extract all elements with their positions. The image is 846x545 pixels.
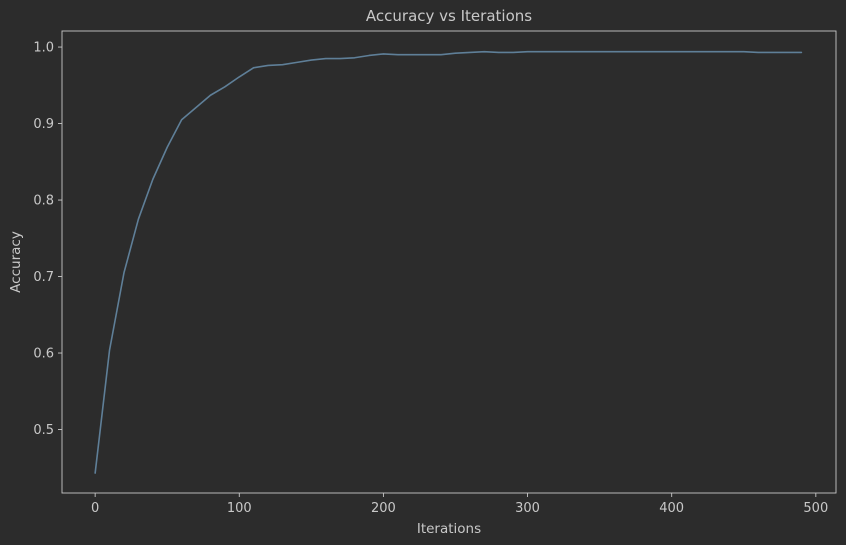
y-tick-label: 1.0	[33, 41, 54, 56]
y-tick-label: 0.9	[33, 117, 54, 132]
x-tick-label: 0	[91, 501, 99, 516]
x-tick-label: 400	[659, 501, 684, 516]
axes-frame	[61, 30, 837, 494]
accuracy-series-line	[94, 50, 803, 474]
chart-title: Accuracy vs Iterations	[366, 7, 532, 25]
x-tick-label: 100	[227, 501, 252, 516]
x-tick-label: 200	[371, 501, 396, 516]
x-tick-label: 300	[515, 501, 540, 516]
x-axis-ticks: 0 100 200 300 400 500	[91, 493, 828, 516]
x-axis-label: Iterations	[417, 521, 481, 537]
y-tick-label: 0.8	[33, 194, 54, 209]
series-layer	[94, 50, 803, 474]
y-tick-label: 0.5	[33, 423, 54, 438]
y-axis-label: Accuracy	[8, 231, 24, 293]
y-tick-label: 0.6	[33, 347, 54, 362]
x-tick-label: 500	[803, 501, 828, 516]
y-axis-ticks: 0.5 0.6 0.7 0.8 0.9 1.0	[33, 41, 62, 438]
y-tick-label: 0.7	[33, 270, 54, 285]
